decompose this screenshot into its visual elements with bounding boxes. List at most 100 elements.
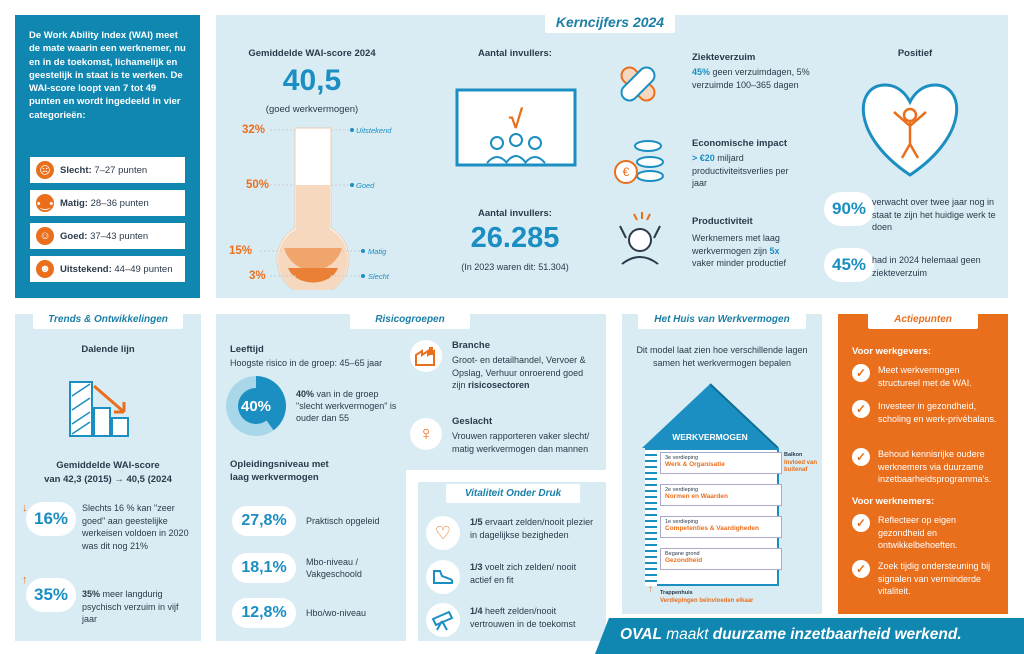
level-label-uitstekend: Uitstekend (356, 126, 392, 135)
wai-sub: (goed werkvermogen) (265, 104, 359, 115)
invullers-title-top: Aantal invullers: (478, 48, 552, 59)
donut-text: 40% van in de groep "slecht werkvermogen… (296, 389, 397, 423)
trends-title: Dalende lijn (81, 344, 135, 355)
category-goed: ☺ Goed: 37–43 punten (30, 223, 185, 249)
check-icon: ✓ (852, 400, 870, 418)
level-pct-uitstekend: 32% (242, 124, 266, 136)
werknemers-item-2: ✓ Zoek tijdig ondersteuning bij signalen … (852, 560, 1002, 598)
invullers-title: Aantal invullers: (478, 208, 552, 219)
geslacht-title: Geslacht (452, 416, 493, 427)
positief-title: Positief (897, 48, 933, 59)
vitaliteit-text-2: 1/3 voelt zich zelden/ nooit actief en f… (470, 562, 577, 585)
group-board-icon: √ (455, 88, 577, 167)
opleiding-row-2: 18,1% Mbo-niveau / Vakgeschoold (232, 553, 376, 583)
positief-text-90: verwacht over twee jaar nog in staat te … (872, 197, 996, 232)
branche-text: Groot- en detailhandel, Vervoer & Opslag… (452, 355, 586, 390)
svg-text:√: √ (509, 104, 524, 134)
check-icon: ✓ (852, 448, 870, 466)
invullers-number: 26.285 (470, 222, 560, 254)
positief-pct-90: 90% (824, 192, 874, 226)
arrow-down-icon: ↓ (22, 502, 28, 514)
werkgevers-item-3: ✓ Behoud kennisrijke oudere werknemers vi… (852, 448, 1004, 486)
level-pct-matig: 15% (229, 245, 253, 257)
heart-check-icon: ♡ (426, 516, 460, 550)
category-uitstekend: ☻ Uitstekend: 44–49 punten (30, 256, 185, 282)
house-floors: 3e verdieping Werk & Organisatie 2e verdi… (660, 452, 782, 582)
actie-tag: Actiepunten (868, 310, 978, 329)
grin-face-icon: ☻ (36, 260, 54, 278)
roof-label: WERKVERMOGEN (672, 432, 748, 442)
vitaliteit-text-1: 1/5 ervaart zelden/nooit plezier in dage… (470, 517, 594, 540)
trends-tag: Trends & Ontwikkelingen (33, 310, 183, 329)
ziekteverzuim-text: 45% geen verzuimdagen, 5% verzuimde 100–… (692, 67, 810, 90)
footer-slogan: OVAL maakt duurzame inzetbaarheid werken… (620, 626, 962, 643)
trends-wai-title: Gemiddelde WAI-score (56, 460, 160, 471)
floor-1: 1e verdieping Competenties & Vaardigheden (660, 516, 782, 538)
balkon-text: Invloed van buitenaf (784, 460, 818, 473)
check-icon: ✓ (852, 364, 870, 382)
opleiding-row-3: 12,8% Hbo/wo-niveau (232, 598, 366, 628)
werkgevers-item-2: ✓ Investeer in gezondheid, scholing en we… (852, 400, 1002, 425)
huis-intro: Dit model laat zien hoe verschillende la… (636, 345, 808, 368)
risico-tag: Risicogroepen (350, 310, 470, 329)
stressed-person-icon (619, 212, 661, 265)
sad-face-icon: ☹ (36, 161, 54, 179)
huis-tag: Het Huis van Werkvermogen (638, 310, 806, 329)
coins-icon: € (614, 140, 664, 184)
shoe-icon (426, 560, 460, 594)
age-donut (226, 376, 287, 436)
werkgevers-item-1: ✓ Meet werkvermogen structureel met de WA… (852, 364, 1002, 389)
factory-icon (410, 340, 442, 372)
werknemers-item-1: ✓ Reflecteer op eigen gezondheid en ontwi… (852, 514, 1002, 552)
trap-label: Trappenhuis (660, 590, 693, 596)
stairs-arrow-icon: ↑ (648, 584, 653, 595)
category-matig: •‿• Matig: 28–36 punten (30, 190, 185, 216)
leeftijd-text: Hoogste risico in de groep: 45–65 jaar (230, 358, 383, 368)
productiviteit-text: Werknemers met laag werkvermogen zijn 5x… (692, 233, 787, 268)
smile-face-icon: ☺ (36, 227, 54, 245)
house-stairs (645, 448, 657, 586)
floor-2: 2e verdieping Normen en Waarden (660, 484, 782, 506)
wai-title: Gemiddelde WAI-score 2024 (248, 48, 376, 59)
trends-text-35: 35% meer langdurig psychisch verzuim in … (82, 589, 179, 624)
economisch-title: Economische impact (692, 138, 788, 149)
trap-text: Verdiepingen beïnvloeden elkaar (660, 598, 754, 604)
floor-3: 3e verdieping Werk & Organisatie (660, 452, 782, 474)
geslacht-text: Vrouwen rapporteren vaker slecht/ matig … (452, 431, 590, 454)
neutral-face-icon: •‿• (36, 194, 54, 212)
kerncijfers-tag: Kerncijfers 2024 (545, 11, 675, 33)
balkon-label: Balkon (784, 452, 803, 458)
opleiding-row-1: 27,8% Praktisch opgeleid (232, 506, 380, 536)
gender-female-icon: ♀ (410, 418, 442, 450)
positief-text-45: had in 2024 helemaal geen ziekteverzuim (872, 255, 981, 278)
invullers-sub: (In 2023 waren dit: 51.304) (461, 262, 569, 272)
wai-score: 40,5 (282, 64, 342, 97)
bandage-icon (620, 66, 656, 102)
trends-wai-text: van 42,3 (2015) → 40,5 (2024 (44, 474, 172, 485)
heart-icon (861, 83, 959, 177)
level-label-matig: Matig (368, 247, 387, 256)
check-icon: ✓ (852, 514, 870, 532)
werkgevers-title: Voor werkgevers: (852, 346, 932, 357)
leeftijd-title: Leeftijd (230, 344, 264, 355)
trends-pct-16: 16% (26, 502, 76, 536)
check-icon: ✓ (852, 560, 870, 578)
vitaliteit-text-3: 1/4 heeft zelden/nooit vertrouwen in de … (470, 606, 576, 629)
vitaliteit-tag: Vitaliteit Onder Druk (446, 484, 580, 503)
thermometer (260, 127, 365, 290)
level-label-goed: Goed (356, 181, 375, 190)
donut-pct: 40% (240, 398, 272, 415)
telescope-icon (426, 603, 460, 637)
trends-text-16: Slechts 16 % kan "zeer goed" aan geestel… (82, 503, 189, 551)
floor-ground: Begane grond Gezondheid (660, 548, 782, 570)
ziekteverzuim-title: Ziekteverzuim (692, 52, 756, 63)
level-label-slecht: Slecht (368, 272, 389, 281)
level-pct-slecht: 3% (249, 270, 266, 282)
branche-title: Branche (452, 340, 491, 351)
productiviteit-title: Productiviteit (692, 216, 753, 227)
intro-text: De Work Ability Index (WAI) meet de mate… (29, 30, 186, 121)
trends-pct-35: 35% (26, 578, 76, 612)
footer-banner (595, 618, 1024, 654)
werknemers-title: Voor werknemers: (852, 496, 935, 507)
svg-text:€: € (623, 165, 630, 179)
